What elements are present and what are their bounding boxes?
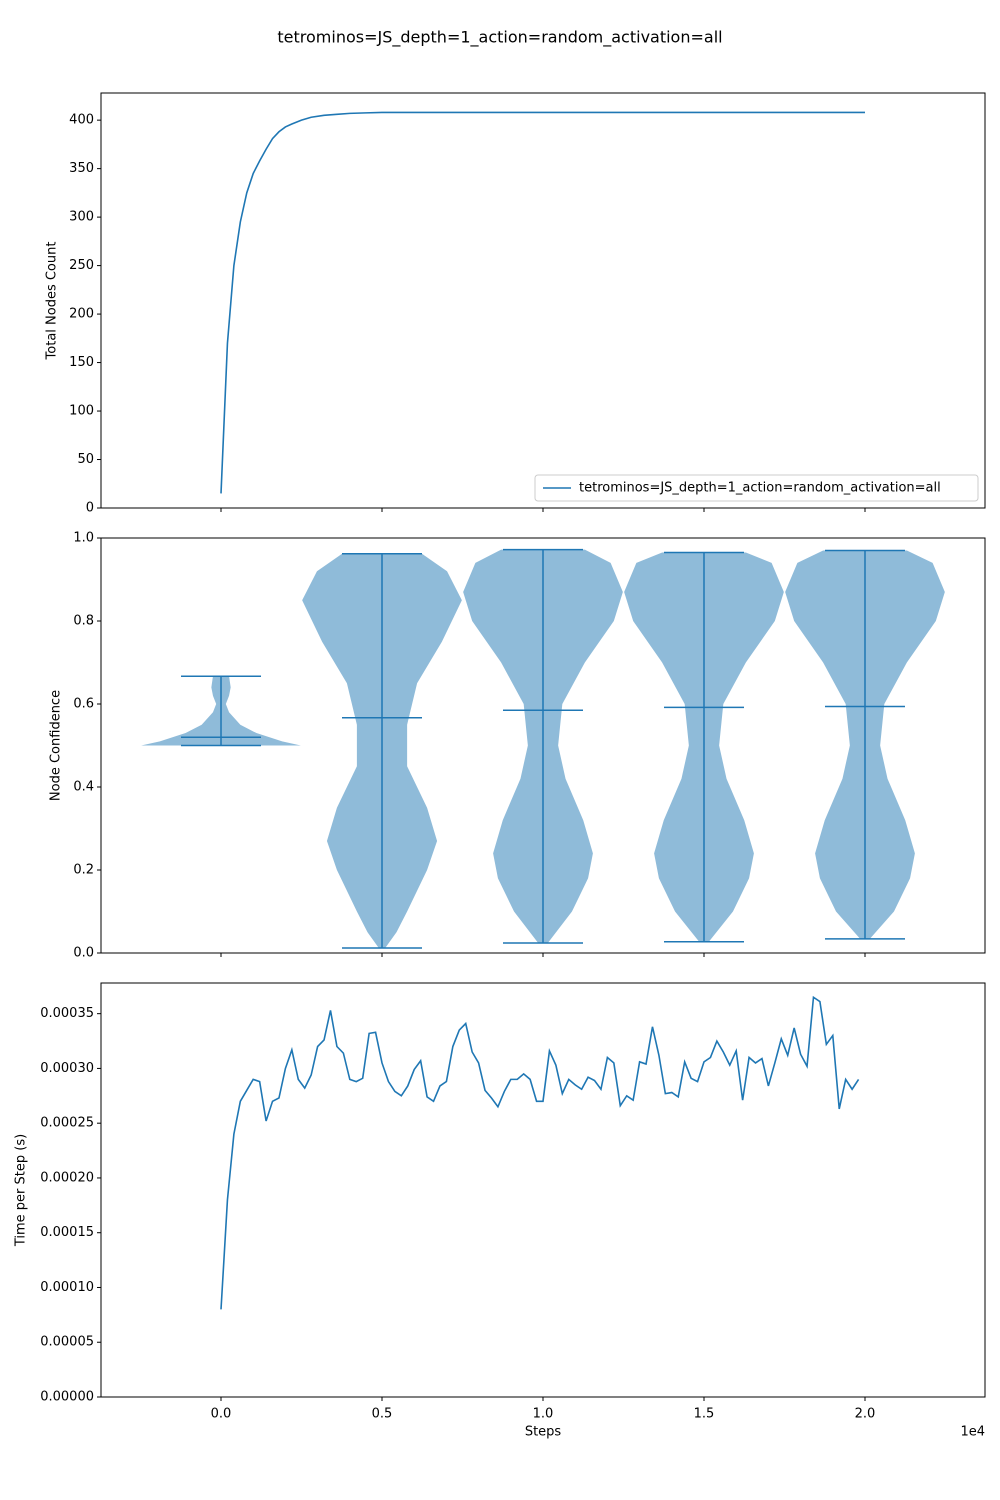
y-tick-label: 0.00005	[40, 1335, 94, 1350]
y-tick-label: 150	[69, 355, 94, 370]
x-tick-label: 2.0	[855, 1407, 876, 1422]
y-tick-label: 300	[69, 210, 94, 225]
y-tick-label: 0	[86, 501, 94, 516]
y-tick-label: 250	[69, 258, 94, 273]
y-tick-label: 0.6	[73, 697, 94, 712]
data-line	[220, 995, 860, 1310]
y-tick-label: 0.00000	[40, 1390, 94, 1405]
plot-frame	[100, 92, 986, 509]
plot-frame	[100, 982, 986, 1398]
y-tick-label: 0.00010	[40, 1280, 94, 1295]
x-axis-label: Steps	[525, 1425, 562, 1440]
y-tick-label: 50	[77, 452, 94, 467]
y-tick-label: 0.2	[73, 863, 94, 878]
y-tick-label: 350	[69, 161, 94, 176]
y-tick-label: 400	[69, 113, 94, 128]
y-tick-label: 0.00020	[40, 1170, 94, 1185]
x-tick-label: 1.0	[533, 1407, 554, 1422]
legend-label: tetrominos=JS_depth=1_action=random_acti…	[579, 481, 941, 496]
legend: tetrominos=JS_depth=1_action=random_acti…	[534, 474, 979, 502]
y-tick-label: 0.00030	[40, 1061, 94, 1076]
y-axis-label: Total Nodes Count	[45, 242, 60, 361]
y-axis-label: Time per Step (s)	[14, 1134, 29, 1247]
y-tick-label: 0.00015	[40, 1225, 94, 1240]
y-tick-label: 1.0	[73, 531, 94, 546]
y-tick-label: 0.0	[73, 946, 94, 961]
x-tick-label: 0.0	[211, 1407, 232, 1422]
plot-frame	[100, 537, 986, 954]
y-axis-label: Node Confidence	[49, 690, 64, 801]
legend-box	[534, 474, 979, 502]
y-tick-label: 0.00035	[40, 1006, 94, 1021]
x-offset-label: 1e4	[960, 1425, 985, 1440]
y-tick-label: 0.8	[73, 614, 94, 629]
x-tick-label: 1.5	[694, 1407, 715, 1422]
x-tick-label: 0.5	[372, 1407, 393, 1422]
figure-title: tetrominos=JS_depth=1_action=random_acti…	[277, 28, 722, 48]
y-tick-label: 0.4	[73, 780, 94, 795]
y-tick-label: 0.00025	[40, 1116, 94, 1131]
y-tick-label: 200	[69, 307, 94, 322]
y-tick-label: 100	[69, 404, 94, 419]
data-line	[220, 111, 865, 494]
